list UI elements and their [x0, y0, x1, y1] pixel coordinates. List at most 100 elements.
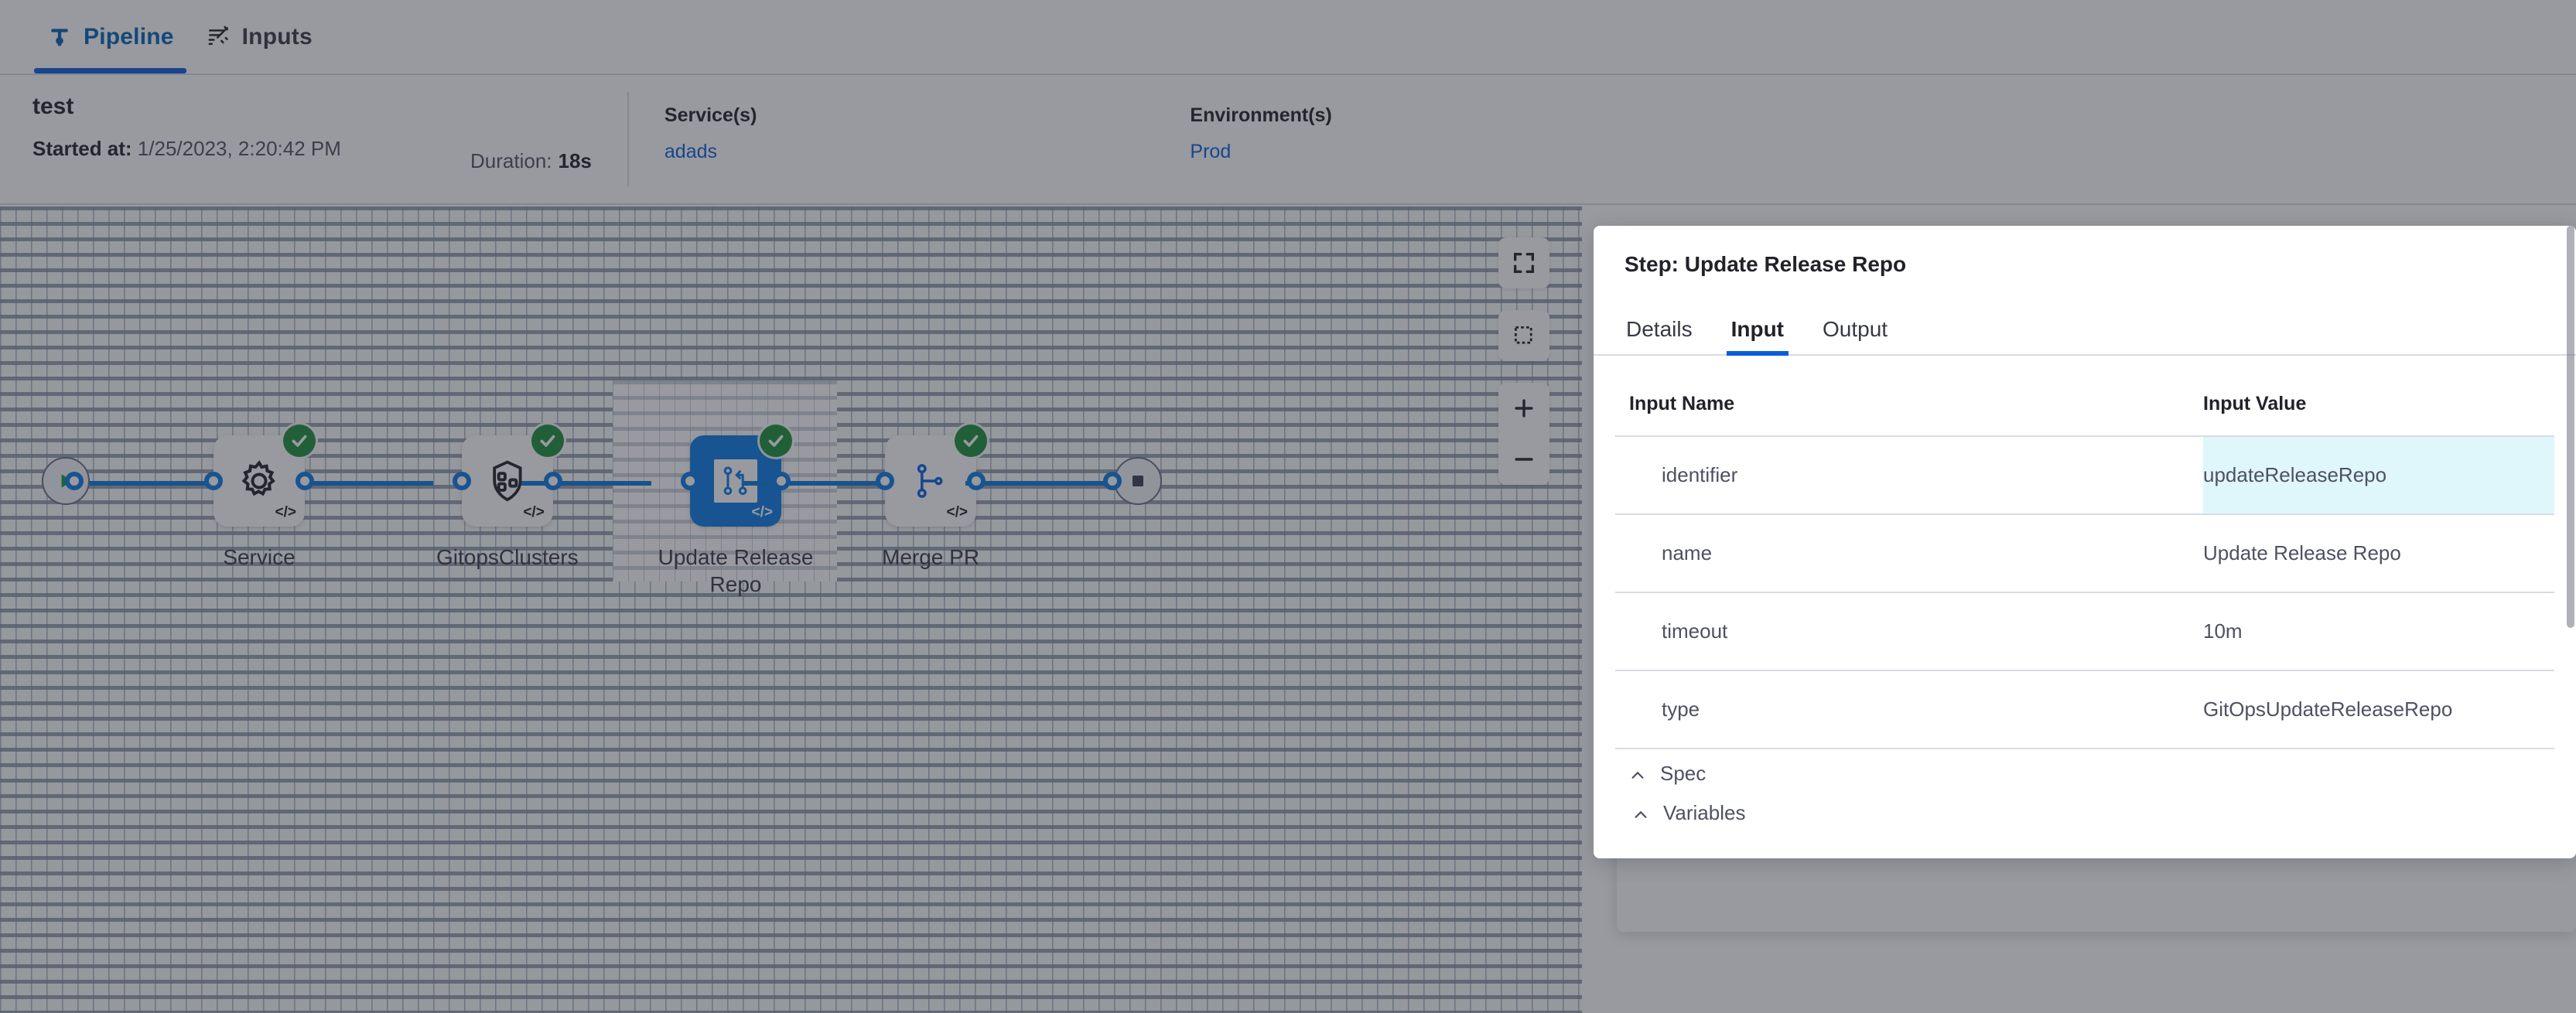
inputs-wand-icon — [205, 24, 231, 50]
table-group-row-variables[interactable]: Variables — [1615, 793, 2554, 836]
node-service-box[interactable]: </> — [204, 425, 316, 527]
edge-service-clusters — [308, 481, 433, 486]
execution-duration: Duration: 18s — [470, 75, 592, 203]
input-value-cell: updateReleaseRepo — [2203, 435, 2554, 514]
input-value-cell: GitOpsUpdateReleaseRepo — [2203, 670, 2554, 749]
started-value: 1/25/2023, 2:20:42 PM — [137, 137, 341, 160]
node-update-release-repo[interactable]: </> Update Release Repo — [654, 425, 817, 598]
table-row[interactable]: envTag Prod — [1615, 836, 2554, 858]
panel-scrollbar-thumb[interactable] — [2567, 226, 2574, 628]
tab-output[interactable]: Output — [1823, 317, 1888, 341]
panel-tabs: Details Input Output — [1594, 317, 2576, 356]
table-row[interactable]: name Update Release Repo — [1615, 513, 2554, 592]
minus-icon — [1515, 458, 1533, 461]
kubernetes-clusters-icon — [493, 460, 522, 502]
yaml-code-icon[interactable]: </> — [523, 504, 545, 520]
zoom-in-button[interactable] — [1498, 383, 1549, 434]
environments-value[interactable]: Prod — [1190, 141, 1232, 162]
input-value-cell: Update Release Repo — [2203, 513, 2554, 592]
select-area-button[interactable] — [1498, 310, 1549, 361]
services-block: Service(s) adads — [664, 75, 757, 203]
status-success-icon — [531, 425, 564, 457]
group-variables-cell: Variables — [1615, 793, 2554, 836]
dotted-square-icon — [1514, 326, 1532, 344]
yaml-code-icon[interactable]: </> — [751, 504, 773, 520]
node-update-release-repo-output-port[interactable] — [772, 472, 791, 490]
col-header-input-name: Input Name — [1629, 393, 1735, 414]
tab-pipeline[interactable]: Pipeline — [31, 0, 190, 73]
stop-icon — [1133, 476, 1143, 486]
node-update-release-repo-label: Update Release Repo — [658, 545, 814, 596]
node-gitopsclusters-output-port[interactable] — [543, 472, 562, 490]
step-details-panel[interactable]: Step: Update Release Repo Details Input … — [1594, 226, 2576, 858]
tab-inputs[interactable]: Inputs — [190, 0, 328, 73]
pipeline-canvas[interactable]: </> Service </> — [0, 206, 1582, 1013]
tab-details[interactable]: Details — [1626, 317, 1693, 341]
merge-pr-icon — [917, 464, 943, 498]
node-merge-pr-input-port[interactable] — [876, 472, 895, 490]
group-spec-toggle[interactable]: Spec — [1615, 762, 2554, 786]
tab-pipeline-label: Pipeline — [84, 23, 174, 49]
input-table: Input Name Input Value identifier update… — [1615, 379, 2554, 858]
node-service-output-port[interactable] — [296, 472, 314, 490]
edge-update-merge — [743, 481, 882, 486]
yaml-code-icon[interactable]: </> — [946, 504, 969, 520]
header-divider-1 — [627, 92, 629, 186]
status-success-icon — [955, 425, 988, 457]
node-gitopsclusters-input-port[interactable] — [452, 472, 471, 490]
node-merge-pr-box[interactable]: </> — [876, 425, 988, 527]
table-row[interactable]: identifier updateReleaseRepo — [1615, 435, 2554, 514]
edge-start-service — [67, 481, 221, 486]
edge-clusters-update — [521, 481, 651, 486]
execution-header: test Started at: 1/25/2023, 2:20:42 PM D… — [0, 75, 2576, 205]
execution-name: test — [32, 94, 74, 119]
execution-started: Started at: 1/25/2023, 2:20:42 PM — [32, 137, 464, 161]
start-node-port[interactable] — [65, 472, 84, 490]
table-row[interactable]: timeout 10m — [1615, 592, 2554, 670]
panel-scrollbar[interactable] — [2567, 226, 2574, 858]
services-label: Service(s) — [664, 104, 757, 126]
environments-label: Environment(s) — [1190, 104, 1332, 126]
canvas-grid — [0, 206, 1582, 1013]
status-success-icon — [760, 425, 792, 457]
tab-input[interactable]: Input — [1726, 317, 1789, 356]
table-row[interactable]: type GitOpsUpdateReleaseRepo — [1615, 670, 2554, 749]
tab-inputs-label: Inputs — [241, 23, 313, 49]
input-name-cell: name — [1615, 513, 2203, 592]
fullscreen-icon — [1513, 252, 1535, 274]
plus-icon — [1515, 399, 1533, 418]
zoom-out-button[interactable] — [1498, 434, 1549, 485]
environments-block: Environment(s) Prod — [1190, 75, 1331, 203]
table-group-row-spec[interactable]: Spec — [1615, 748, 2554, 793]
node-update-release-repo-input-port[interactable] — [681, 472, 699, 490]
status-success-icon — [283, 425, 316, 457]
input-value-cell: Prod — [2203, 836, 2554, 858]
top-tab-bar: Pipeline Inputs — [0, 0, 2576, 75]
input-name-cell: identifier — [1615, 435, 2203, 514]
edge-merge-end — [965, 481, 1112, 486]
node-merge-pr-label: Merge PR — [882, 545, 980, 569]
services-value[interactable]: adads — [664, 141, 718, 162]
zoom-controls — [1498, 383, 1549, 485]
input-table-body: identifier updateReleaseRepo name Update… — [1615, 435, 2554, 858]
yaml-code-icon[interactable]: </> — [275, 504, 296, 520]
node-service[interactable]: </> Service — [204, 425, 316, 571]
execution-identity: test Started at: 1/25/2023, 2:20:42 PM — [0, 75, 464, 203]
duration-value: 18s — [558, 149, 592, 172]
node-merge-pr[interactable]: </> Merge PR — [876, 425, 988, 571]
node-merge-pr-output-port[interactable] — [967, 472, 986, 490]
chevron-up-icon — [1632, 805, 1649, 822]
input-name-cell: type — [1615, 670, 2203, 749]
node-service-input-port[interactable] — [204, 472, 223, 490]
panel-title: Step: Update Release Repo — [1625, 252, 1907, 276]
group-spec-label: Spec — [1660, 762, 1707, 785]
group-variables-toggle[interactable]: Variables — [1615, 801, 2554, 825]
started-label: Started at: — [32, 137, 132, 160]
fit-to-screen-button[interactable] — [1498, 237, 1549, 288]
input-name-cell: envTag — [1615, 836, 2203, 858]
pipeline-icon — [46, 24, 73, 50]
end-node-port[interactable] — [1103, 472, 1122, 490]
input-table-head: Input Name Input Value — [1615, 379, 2554, 436]
input-name-cell: timeout — [1615, 592, 2203, 670]
